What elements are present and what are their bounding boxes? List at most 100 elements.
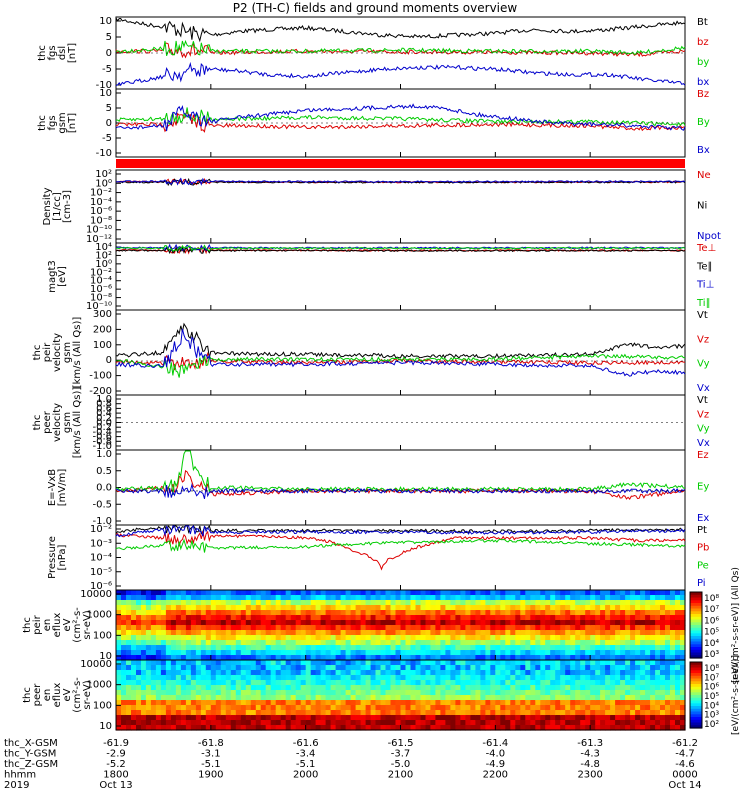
- peir_spectrogram-cell: [305, 600, 312, 606]
- peer_spectrogram-cell: [360, 670, 367, 676]
- peer_spectrogram-cell: [485, 715, 491, 721]
- peir_spectrogram-cell: [170, 645, 177, 651]
- peir_spectrogram-cell: [535, 610, 541, 616]
- peer_spectrogram-cell: [330, 690, 337, 696]
- peir_spectrogram-cell: [145, 635, 152, 641]
- peer_spectrogram-cell: [345, 725, 352, 731]
- peer_spectrogram-cell: [650, 715, 656, 721]
- peer_spectrogram-cell: [545, 710, 551, 716]
- peer_spectrogram-cell: [420, 725, 427, 731]
- peir_spectrogram-cell: [495, 645, 501, 651]
- peer_spectrogram-cell: [215, 665, 222, 671]
- peir_spectrogram-cell: [575, 590, 581, 596]
- peer_spectrogram-cell: [315, 675, 322, 681]
- peir_spectrogram-cell: [235, 645, 242, 651]
- peer_spectrogram-cell: [370, 660, 377, 666]
- peir_spectrogram-cell: [265, 655, 272, 661]
- peer_spectrogram-cell: [525, 725, 531, 731]
- peir_spectrogram-cell: [470, 630, 476, 636]
- peir_spectrogram-cell: [555, 640, 561, 646]
- peir_spectrogram-cell: [205, 655, 212, 661]
- peer_spectrogram-cell: [640, 690, 646, 696]
- peer_spectrogram-cell: [375, 695, 382, 701]
- peer_spectrogram-cell: [131, 680, 137, 686]
- peer_spectrogram-cell: [480, 705, 486, 711]
- fgs_dsl-ylabel-2: dsl: [57, 46, 68, 60]
- peir_spectrogram-cell: [440, 605, 446, 611]
- peer_spectrogram-cell: [355, 660, 362, 666]
- peir_spectrogram-cell: [470, 625, 476, 631]
- peer_spectrogram-cell: [385, 705, 392, 711]
- peer_spectrogram-cell: [325, 680, 332, 686]
- peir_spectrogram-cell: [495, 590, 501, 596]
- peer_spectrogram-cell: [460, 725, 466, 731]
- peer_spectrogram-cell: [295, 705, 302, 711]
- peer_spectrogram-cell: [455, 685, 461, 691]
- peir_spectrogram-cell: [155, 610, 162, 616]
- peer_spectrogram-cell: [435, 710, 441, 716]
- peer_spectrogram-cell: [500, 685, 506, 691]
- peer_spectrogram-cell: [290, 725, 297, 731]
- peir_spectrogram-cell: [420, 600, 427, 606]
- peer_spectrogram-cell: [310, 720, 317, 726]
- peer_spectrogram-cell: [295, 710, 302, 716]
- peer_spectrogram-cell: [126, 700, 132, 706]
- peer_spectrogram-cell: [435, 725, 441, 731]
- peer_spectrogram-cell: [325, 690, 332, 696]
- peer_spectrogram-cell: [500, 695, 506, 701]
- peir_spectrogram-cell: [235, 625, 242, 631]
- peer_spectrogram-cell: [235, 710, 242, 716]
- peir_spectrogram-cell: [630, 620, 636, 626]
- peir_spectrogram-cell: [675, 640, 681, 646]
- peer_spectrogram-cell: [205, 675, 212, 681]
- peir_spectrogram-cell: [655, 650, 661, 656]
- peir_spectrogram-cell: [655, 615, 661, 621]
- peir_spectrogram-cell: [285, 630, 292, 636]
- peer_spectrogram-cell: [250, 665, 257, 671]
- peer_spectrogram-cell: [335, 680, 342, 686]
- peer_spectrogram-cell: [145, 710, 152, 716]
- peir_spectrogram-cell: [295, 640, 302, 646]
- peer_spectrogram-cell: [255, 670, 262, 676]
- peer_spectrogram-cell: [585, 705, 591, 711]
- peir_spectrogram-cell: [505, 595, 511, 601]
- peir_spectrogram-cell: [595, 610, 601, 616]
- peir_spectrogram-cell: [275, 620, 282, 626]
- peer_spectrogram-cell: [305, 690, 312, 696]
- peer_spectrogram-cell: [670, 690, 676, 696]
- peir_velocity-legend-0: Vt: [697, 310, 708, 321]
- peer_spectrogram-cell: [500, 680, 506, 686]
- peer_spectrogram-cell: [640, 685, 646, 691]
- peer_spectrogram-cell: [205, 665, 212, 671]
- peer_spectrogram-cell: [280, 695, 287, 701]
- peer_spectrogram-cell: [670, 710, 676, 716]
- peir_spectrogram-cell: [510, 620, 516, 626]
- peer_spectrogram-cell: [640, 675, 646, 681]
- peir_spectrogram-cell: [285, 610, 292, 616]
- peer_spectrogram-cell: [540, 690, 546, 696]
- peir_spectrogram-colorbar-tick-5: 10³: [704, 650, 719, 660]
- peer_spectrogram-cell: [290, 720, 297, 726]
- peir_spectrogram-cell: [530, 640, 536, 646]
- peer_spectrogram-cell: [255, 690, 262, 696]
- peir_spectrogram-cell: [205, 625, 212, 631]
- peir_spectrogram-cell: [250, 610, 257, 616]
- peir_spectrogram-cell: [325, 620, 332, 626]
- peir_spectrogram-cell: [350, 590, 357, 596]
- peer_spectrogram-cell: [525, 705, 531, 711]
- peir_spectrogram-cell: [400, 650, 407, 656]
- peer_spectrogram-cell: [385, 710, 392, 716]
- peer_spectrogram-cell: [275, 725, 282, 731]
- peir_spectrogram-cell: [460, 655, 466, 661]
- time-axis-col-0-row-4: Oct 13: [99, 780, 132, 791]
- peer_spectrogram-cell: [665, 665, 671, 671]
- peir_spectrogram-cell: [325, 595, 332, 601]
- peir_spectrogram-cell: [580, 630, 586, 636]
- peir_spectrogram-cell: [520, 650, 526, 656]
- peir_spectrogram-cell: [160, 615, 167, 621]
- peir_spectrogram-cell: [190, 655, 197, 661]
- peer_spectrogram-cell: [600, 660, 606, 666]
- peer_spectrogram-cell: [210, 695, 217, 701]
- peir_spectrogram-cell: [131, 605, 137, 611]
- peer_spectrogram-cell: [620, 660, 626, 666]
